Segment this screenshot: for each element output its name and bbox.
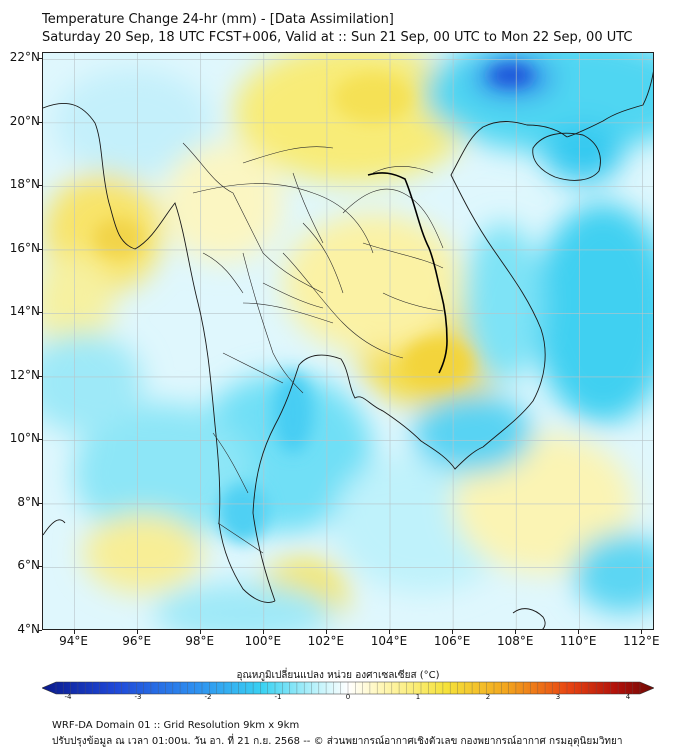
lat-label: 14°N xyxy=(9,304,40,319)
province-borders xyxy=(182,142,444,554)
chart-title: Temperature Change 24-hr (mm) - [Data As… xyxy=(42,12,394,27)
chart-subtitle: Saturday 20 Sep, 18 UTC FCST+006, Valid … xyxy=(42,30,633,45)
colorbar-tick-label: -3 xyxy=(134,693,142,701)
lon-label: 104°E xyxy=(370,634,408,648)
colorbar-tick-label: 4 xyxy=(625,693,631,701)
lat-tick xyxy=(38,312,42,314)
lat-label: 22°N xyxy=(9,50,40,65)
coastlines xyxy=(43,70,653,629)
temperature-change-map[interactable] xyxy=(43,53,654,630)
colorbar-tick-label: -1 xyxy=(274,693,282,701)
colorbar-tick-label: 0 xyxy=(345,693,351,701)
lon-tick xyxy=(136,630,138,634)
lat-label: 12°N xyxy=(9,367,40,382)
lon-tick xyxy=(325,630,327,634)
lon-tick xyxy=(515,630,517,634)
lon-label: 112°E xyxy=(623,634,660,648)
colorbar-graphic xyxy=(41,681,655,695)
lat-tick xyxy=(38,375,42,377)
colorbar-tick-label: 1 xyxy=(415,693,421,701)
lat-tick xyxy=(38,121,42,123)
lon-label: 100°E xyxy=(244,634,282,648)
lon-label: 108°E xyxy=(496,634,534,648)
lon-label: 94°E xyxy=(59,634,88,648)
map-gridlines xyxy=(43,53,653,629)
lat-tick xyxy=(38,185,42,187)
lon-tick xyxy=(389,630,390,634)
footer-domain-info: WRF-DA Domain 01 :: Grid Resolution 9km … xyxy=(52,720,300,731)
lon-tick xyxy=(73,630,75,634)
lat-tick xyxy=(38,502,42,504)
map-panel[interactable] xyxy=(42,52,654,630)
colorbar xyxy=(41,680,655,699)
lat-label: 4°N xyxy=(17,622,40,636)
lon-label: 96°E xyxy=(122,634,152,648)
lat-label: 16°N xyxy=(9,240,40,255)
lon-label: 110°E xyxy=(560,634,597,648)
lat-tick xyxy=(38,630,42,631)
thailand-border xyxy=(367,172,448,374)
lon-tick xyxy=(578,630,580,634)
lon-tick xyxy=(262,630,264,634)
lon-tick xyxy=(452,630,454,634)
footer-credit: ปรับปรุงข้อมูล ณ เวลา 01:00น. วัน อา. ที… xyxy=(52,736,623,747)
lat-tick xyxy=(38,566,42,568)
colorbar-tick-label: 2 xyxy=(485,693,491,701)
lon-tick xyxy=(199,630,201,634)
lat-label: 10°N xyxy=(9,431,40,446)
lat-label: 6°N xyxy=(17,558,40,573)
lat-tick xyxy=(38,248,42,250)
lat-tick xyxy=(38,58,42,60)
lon-label: 106°E xyxy=(433,634,471,648)
colorbar-tick-label: 3 xyxy=(555,693,561,701)
colorbar-tick-label: -2 xyxy=(204,693,212,701)
lon-label: 98°E xyxy=(185,634,215,648)
colorbar-tick-label: -4 xyxy=(64,693,72,701)
lat-label: 18°N xyxy=(9,177,40,192)
lat-label: 8°N xyxy=(17,494,40,509)
colorbar-title: อุณหภูมิเปลี่ยนแปลง หน่วย องศาเซลเซียส (… xyxy=(236,670,440,681)
lat-tick xyxy=(38,439,42,441)
lat-label: 20°N xyxy=(9,113,40,128)
lon-tick xyxy=(641,630,643,634)
lon-label: 102°E xyxy=(307,634,345,648)
